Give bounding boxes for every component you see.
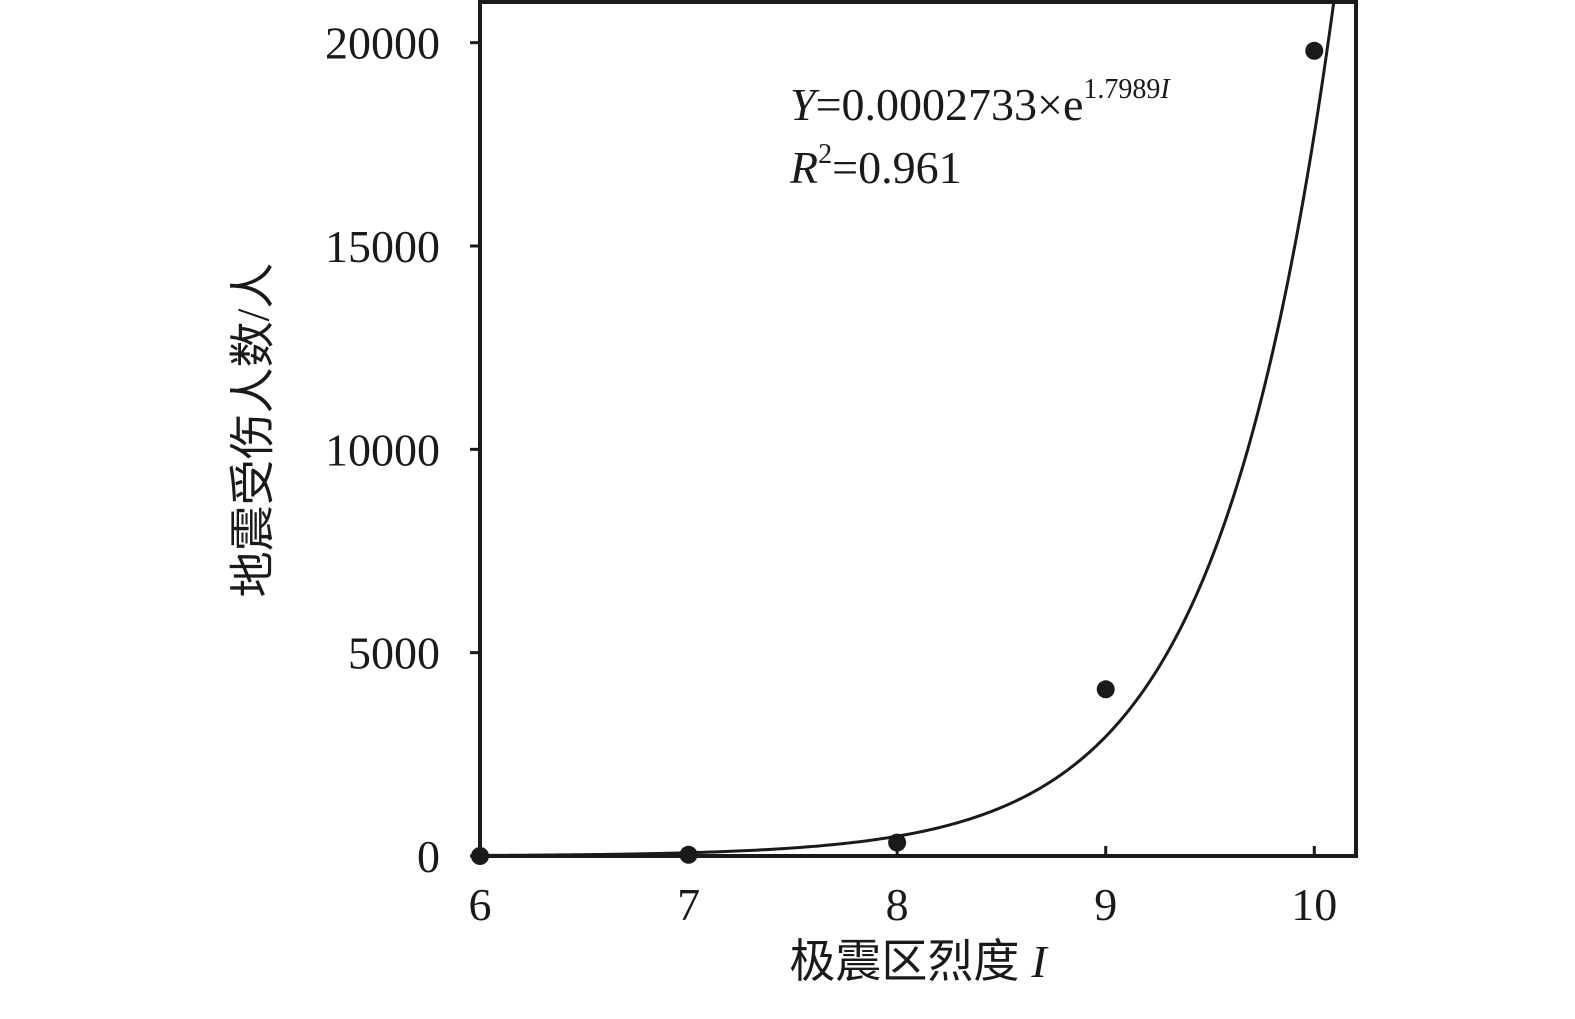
x-axis-label: 极震区烈度 I (789, 936, 1049, 987)
eq-equals: = (816, 79, 842, 130)
x-tick-label: 9 (1094, 879, 1117, 930)
eq-a: 0.0002733 (842, 79, 1038, 130)
y-tick-label: 20000 (325, 18, 440, 69)
eq-x: I (1159, 74, 1171, 105)
x-tick-label: 7 (677, 879, 700, 930)
point (1305, 41, 1324, 60)
r2-value: 0.961 (858, 142, 962, 193)
x-label-text: 极震区烈度 (789, 936, 1019, 987)
r-power: 2 (818, 139, 832, 170)
eq-times-e: ×e (1037, 79, 1083, 130)
fit-r2: R2=0.961 (789, 139, 962, 193)
y-axis-label: 地震受伤人数/人 (228, 263, 279, 598)
eq-y: Y (790, 79, 820, 130)
point (1096, 680, 1115, 699)
fit-equation: Y=0.0002733×e1.7989I (790, 74, 1171, 130)
eq-b: 1.7989 (1083, 74, 1160, 105)
y-tick-label: 15000 (325, 221, 440, 272)
x-tick-label: 8 (886, 879, 909, 930)
r-equals: = (832, 142, 858, 193)
y-tick-label: 10000 (325, 424, 440, 475)
y-tick-label: 0 (417, 831, 440, 882)
point (679, 845, 698, 864)
x-label-symbol: I (1030, 936, 1049, 987)
x-tick-label: 6 (469, 879, 492, 930)
point (888, 833, 907, 852)
r-symbol: R (789, 142, 818, 193)
x-tick-label: 10 (1291, 879, 1337, 930)
plot-frame (478, 0, 1358, 858)
y-tick-label: 5000 (348, 628, 440, 679)
point (471, 847, 489, 865)
